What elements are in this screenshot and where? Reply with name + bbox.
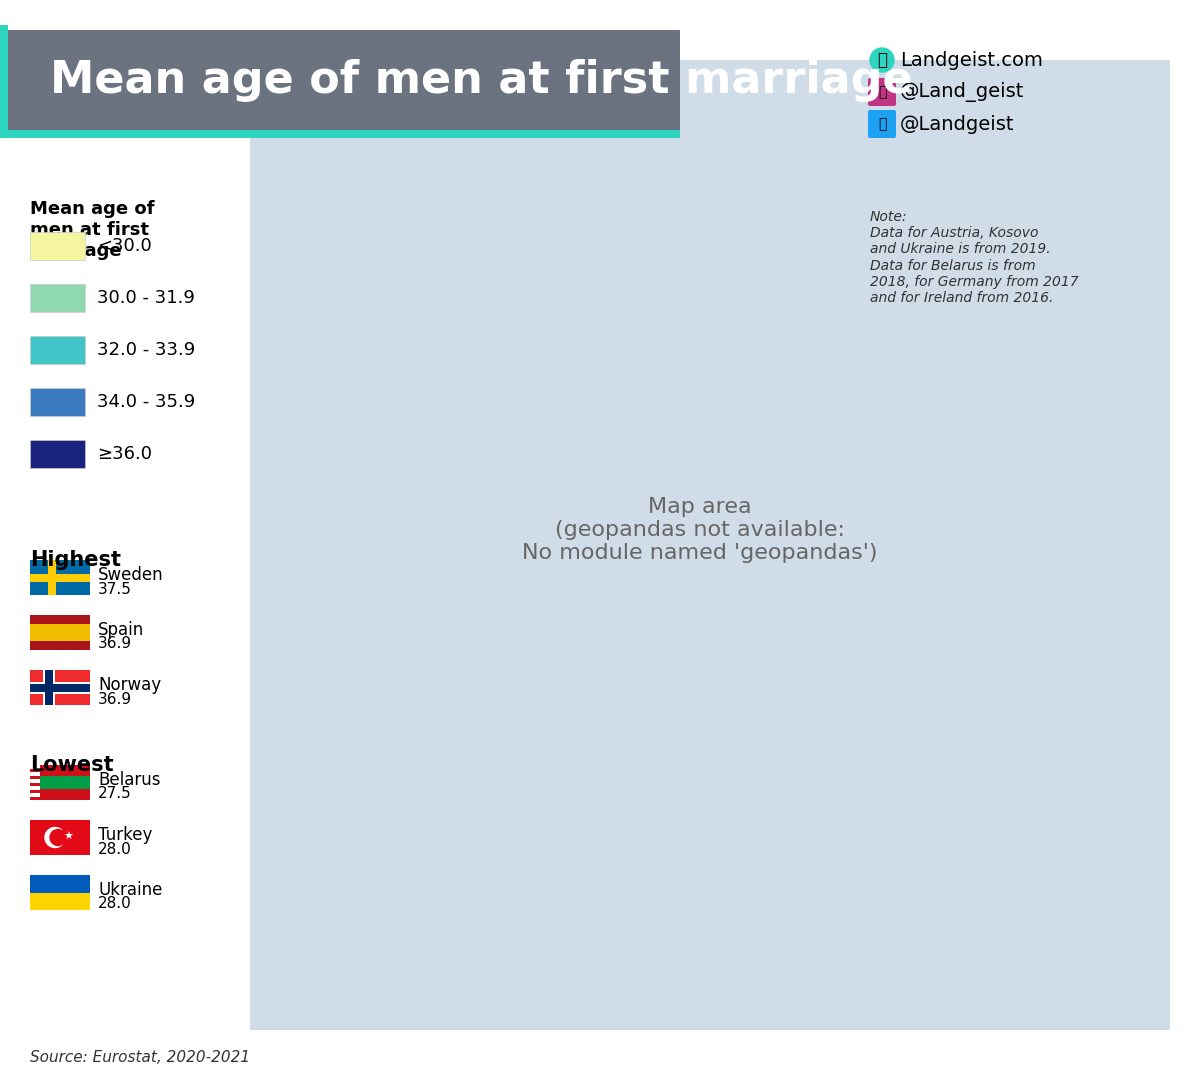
Bar <box>30 684 90 692</box>
Text: 36.9: 36.9 <box>98 691 132 706</box>
Bar <box>30 775 40 779</box>
Text: Source: Eurostat, 2020-2021: Source: Eurostat, 2020-2021 <box>30 1050 250 1065</box>
Bar <box>0 25 8 135</box>
Text: 30.0 - 31.9: 30.0 - 31.9 <box>97 289 194 307</box>
Text: Mean age of men at first marriage: Mean age of men at first marriage <box>50 58 913 102</box>
Bar <box>40 765 90 800</box>
Text: @Landgeist: @Landgeist <box>900 114 1014 134</box>
Bar <box>30 681 90 694</box>
Text: ★: ★ <box>64 832 73 842</box>
Bar <box>48 561 56 595</box>
Circle shape <box>46 827 65 848</box>
Text: 28.0: 28.0 <box>98 841 132 856</box>
Bar <box>40 777 90 789</box>
Bar <box>30 789 40 793</box>
FancyBboxPatch shape <box>868 78 896 106</box>
Text: 34.0 - 35.9: 34.0 - 35.9 <box>97 393 196 411</box>
Bar <box>30 615 90 650</box>
Text: Norway: Norway <box>98 676 161 694</box>
Bar <box>30 779 40 783</box>
Bar <box>30 777 90 789</box>
Text: <30.0: <30.0 <box>97 237 151 255</box>
Text: 📷: 📷 <box>878 85 886 99</box>
Text: Ukraine: Ukraine <box>98 881 162 899</box>
Bar <box>30 783 40 786</box>
Text: Note:
Data for Austria, Kosovo
and Ukraine is from 2019.
Data for Belarus is fro: Note: Data for Austria, Kosovo and Ukrai… <box>870 210 1079 305</box>
FancyBboxPatch shape <box>868 110 896 138</box>
Bar <box>30 388 85 416</box>
Bar <box>30 561 90 595</box>
Bar <box>30 765 40 800</box>
Bar <box>30 232 85 260</box>
Bar <box>30 797 40 800</box>
Bar <box>30 786 40 789</box>
FancyBboxPatch shape <box>0 30 680 130</box>
Bar <box>30 440 85 468</box>
Bar <box>30 793 40 797</box>
Bar <box>43 670 55 705</box>
Text: 🌐: 🌐 <box>877 51 887 69</box>
Text: Highest: Highest <box>30 550 121 570</box>
Bar <box>30 875 90 910</box>
Text: @Land_geist: @Land_geist <box>900 82 1025 102</box>
Bar <box>46 670 53 705</box>
Bar <box>30 765 40 769</box>
Circle shape <box>50 829 66 846</box>
Bar <box>30 336 85 364</box>
Text: Sweden: Sweden <box>98 566 163 584</box>
Text: Mean age of
men at first
marriage: Mean age of men at first marriage <box>30 200 155 259</box>
Bar <box>30 820 90 855</box>
Circle shape <box>870 48 894 72</box>
Bar <box>46 670 53 705</box>
Bar <box>30 765 90 800</box>
Text: 37.5: 37.5 <box>98 581 132 596</box>
Text: 27.5: 27.5 <box>98 786 132 801</box>
Text: Spain: Spain <box>98 621 144 639</box>
Bar <box>30 670 90 705</box>
Text: Turkey: Turkey <box>98 826 152 843</box>
Bar <box>250 60 1170 1030</box>
Text: Belarus: Belarus <box>98 771 161 789</box>
Text: 🐦: 🐦 <box>878 117 886 131</box>
Bar <box>0 130 680 138</box>
Text: 32.0 - 33.9: 32.0 - 33.9 <box>97 341 196 359</box>
Bar <box>30 624 90 642</box>
Text: ≥36.0: ≥36.0 <box>97 445 152 463</box>
Text: 28.0: 28.0 <box>98 896 132 912</box>
Bar <box>30 284 85 312</box>
Bar <box>30 769 40 772</box>
Bar <box>30 573 90 582</box>
Bar <box>30 684 90 692</box>
Bar <box>30 779 90 786</box>
Bar <box>30 892 90 910</box>
Text: Map area
(geopandas not available:
No module named 'geopandas'): Map area (geopandas not available: No mo… <box>522 497 877 563</box>
Text: Landgeist.com: Landgeist.com <box>900 51 1043 69</box>
Text: 36.9: 36.9 <box>98 636 132 651</box>
Bar <box>30 772 40 775</box>
Text: Lowest: Lowest <box>30 755 114 775</box>
